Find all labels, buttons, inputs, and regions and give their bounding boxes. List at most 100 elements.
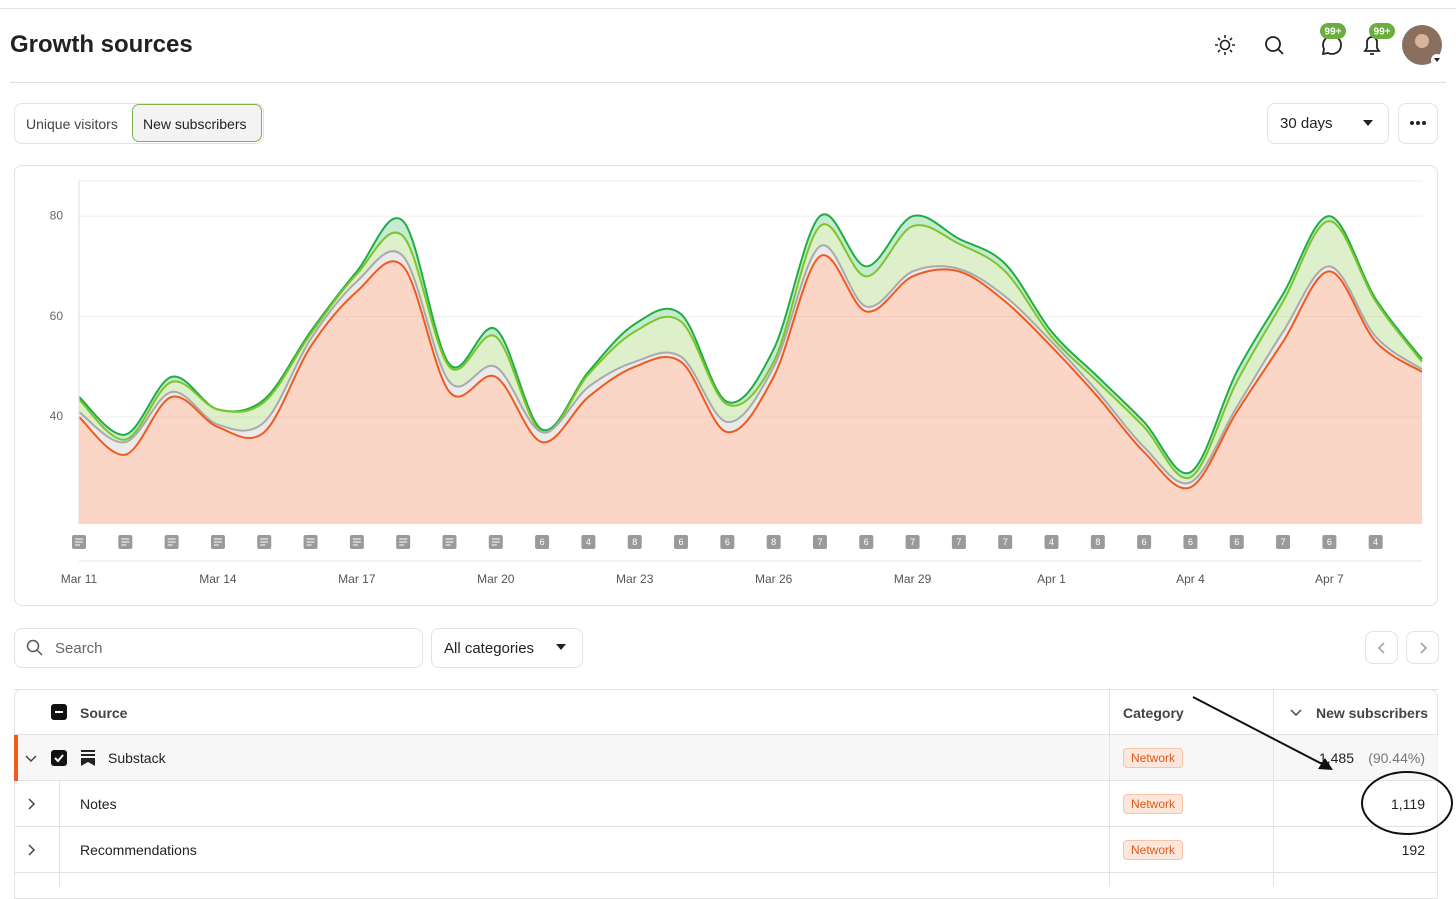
header-divider xyxy=(10,82,1446,83)
post-marker-count: 6 xyxy=(725,537,730,547)
row-value: 1,119 xyxy=(1391,796,1425,812)
annotation-arrowhead xyxy=(1318,758,1333,770)
badge xyxy=(1320,23,1346,39)
x-tick-label: Mar 23 xyxy=(616,572,654,586)
tab-label: New subscribers xyxy=(143,116,247,132)
row-collapse[interactable] xyxy=(24,751,38,765)
bell-icon[interactable] xyxy=(1363,36,1381,55)
post-marker-icon xyxy=(491,538,500,546)
column-header[interactable]: Category xyxy=(1123,705,1184,721)
area-band xyxy=(79,255,1422,524)
post-marker-count: 6 xyxy=(1142,537,1147,547)
avatar-face xyxy=(1415,34,1429,48)
column-header[interactable]: Source xyxy=(80,705,128,721)
post-marker: 6 xyxy=(859,535,874,549)
post-marker-box xyxy=(1229,535,1244,549)
post-marker-box xyxy=(905,535,920,549)
x-tick-label: Mar 17 xyxy=(338,572,376,586)
post-marker: 7 xyxy=(951,535,966,549)
row-expand[interactable] xyxy=(24,797,38,811)
post-marker-count: 8 xyxy=(632,537,637,547)
dropdown-caret xyxy=(556,644,566,650)
sort-icon[interactable] xyxy=(1289,705,1303,719)
table-row[interactable] xyxy=(14,735,1438,781)
post-marker: 6 xyxy=(1229,535,1244,549)
post-marker: 6 xyxy=(535,535,550,549)
post-marker-icon xyxy=(352,538,361,546)
next-page[interactable] xyxy=(1406,631,1439,664)
substack-logo xyxy=(81,750,95,766)
table-row[interactable] xyxy=(14,827,1438,873)
post-marker xyxy=(396,535,411,549)
post-marker-icon xyxy=(75,538,83,546)
post-marker-icon xyxy=(399,538,408,546)
post-marker-box xyxy=(1276,535,1291,549)
post-marker: 6 xyxy=(720,535,735,549)
post-marker xyxy=(164,535,179,549)
post-marker xyxy=(303,535,318,549)
next-arrow xyxy=(1420,642,1428,654)
post-marker xyxy=(210,535,225,549)
post-marker-count: 6 xyxy=(540,537,545,547)
post-marker xyxy=(72,535,86,549)
post-marker-icon xyxy=(121,538,130,546)
x-tick-label: Mar 29 xyxy=(894,572,932,586)
tab[interactable]: Unique visitors xyxy=(26,116,118,132)
post-marker-box xyxy=(1183,535,1198,549)
select-all-checkbox[interactable] xyxy=(51,704,67,720)
column-divider xyxy=(1273,689,1274,886)
x-tick-label: Apr 7 xyxy=(1315,572,1344,586)
post-marker-box xyxy=(674,535,689,549)
post-marker-count: 6 xyxy=(1234,537,1239,547)
row-accent xyxy=(14,735,18,781)
prev-page[interactable] xyxy=(1365,631,1398,664)
search-icon[interactable] xyxy=(1265,36,1284,55)
post-marker: 4 xyxy=(581,535,596,549)
post-marker-count: 6 xyxy=(679,537,684,547)
post-marker-box xyxy=(1368,535,1383,549)
search-box-icon xyxy=(26,639,43,656)
range-label: 30 days xyxy=(1280,115,1333,132)
prev-arrow xyxy=(1377,642,1385,654)
x-tick-label: Mar 26 xyxy=(755,572,793,586)
post-marker-count: 7 xyxy=(956,537,961,547)
post-marker-icon xyxy=(445,538,454,546)
post-marker: 4 xyxy=(1044,535,1059,549)
post-marker-box xyxy=(535,535,550,549)
avatar-caret xyxy=(1434,58,1440,62)
series-line xyxy=(78,220,1423,480)
category-filter[interactable] xyxy=(431,628,583,668)
tree-guide xyxy=(59,781,60,886)
dropdown-caret xyxy=(1363,120,1373,126)
annotation-circle xyxy=(1361,771,1453,835)
column-header[interactable]: New subscribers xyxy=(1316,705,1429,721)
post-marker-box xyxy=(720,535,735,549)
post-marker xyxy=(488,535,503,549)
table-row[interactable] xyxy=(14,781,1438,827)
post-marker-count: 6 xyxy=(864,537,869,547)
post-marker-count: 4 xyxy=(586,537,591,547)
search-box[interactable] xyxy=(14,628,423,668)
tab-selected[interactable] xyxy=(132,104,262,142)
post-marker-box xyxy=(627,535,642,549)
x-tick-label: Mar 20 xyxy=(477,572,515,586)
chart: 40 60 80 6 4 8 6 6 8 7 6 7 7 7 4 8 6 6 6 7 6 4 Mar 11 Mar 14 Mar… xyxy=(14,165,1438,606)
row-checkbox[interactable] xyxy=(51,750,67,766)
post-marker-count: 7 xyxy=(817,537,822,547)
category-filter-label: All categories xyxy=(444,640,535,657)
row-value: 1,485 xyxy=(1318,750,1354,766)
theme-toggle[interactable] xyxy=(1215,35,1235,55)
y-tick-label: 80 xyxy=(50,208,64,222)
post-marker-box xyxy=(812,535,827,549)
category-tag: Network xyxy=(1123,840,1183,860)
post-marker-count: 4 xyxy=(1373,537,1378,547)
post-marker xyxy=(118,535,133,549)
x-tick-label: Mar 11 xyxy=(61,572,98,586)
row-expand[interactable] xyxy=(24,843,38,857)
row-source: Recommendations xyxy=(80,842,197,858)
post-marker: 7 xyxy=(1276,535,1291,549)
category-tag: Network xyxy=(1123,794,1183,814)
post-marker xyxy=(442,535,457,549)
post-marker xyxy=(349,535,364,549)
